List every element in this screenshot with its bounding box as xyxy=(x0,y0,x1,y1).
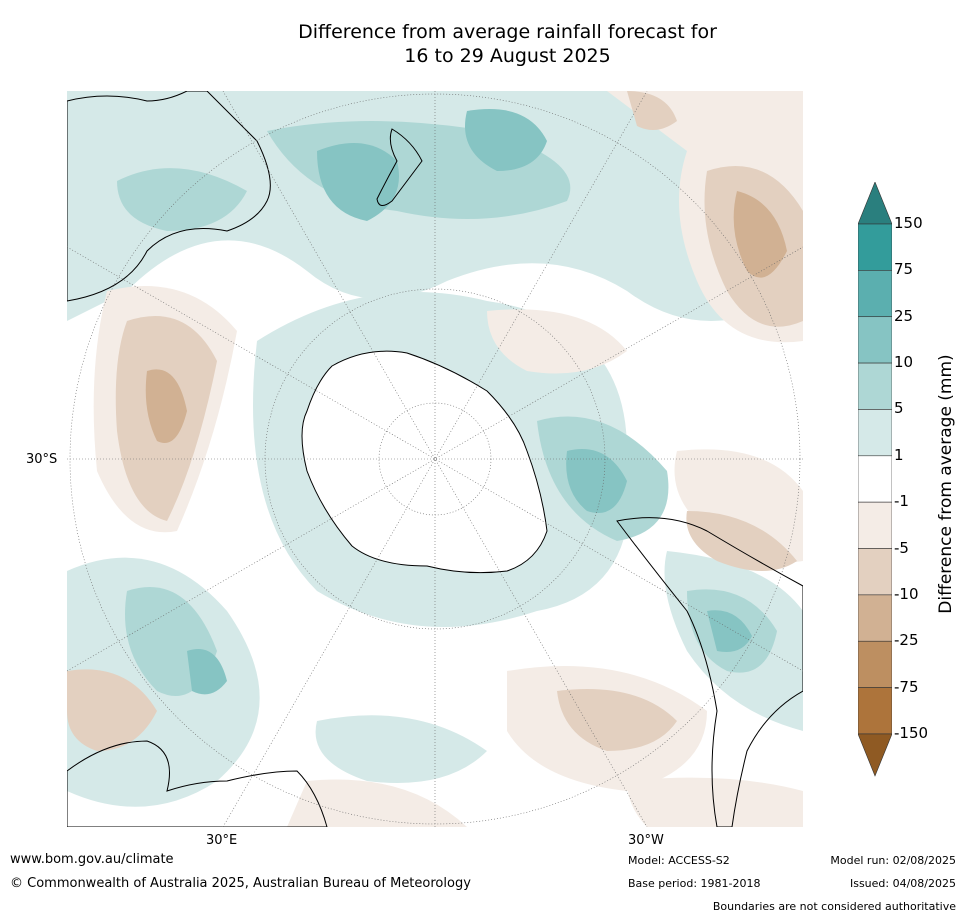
colorbar-extend-min xyxy=(857,733,893,777)
colorbar-segment xyxy=(857,501,893,549)
colorbar-segment xyxy=(857,687,893,735)
colorbar-segment xyxy=(857,270,893,318)
colorbar-title: Difference from average (mm) xyxy=(936,354,956,614)
footer-model: Model: ACCESS-S2 xyxy=(628,854,730,867)
lon-label-30e: 30°E xyxy=(206,833,238,848)
rainfall-map xyxy=(67,91,803,827)
footer-url: www.bom.gov.au/climate xyxy=(10,852,174,867)
colorbar-tick-label: -1 xyxy=(894,492,909,511)
colorbar-tick-label: -5 xyxy=(894,538,909,557)
graticule xyxy=(67,91,803,827)
colorbar-tick-label: -25 xyxy=(894,631,919,650)
colorbar-segment xyxy=(857,316,893,364)
footer-model-run: Model run: 02/08/2025 xyxy=(830,854,956,867)
colorbar-tick-label: 25 xyxy=(894,306,914,325)
south-america-outline xyxy=(616,517,803,827)
lat-label-30s: 30°S xyxy=(26,452,58,467)
map-svg xyxy=(67,91,803,827)
colorbar-svg xyxy=(857,181,893,777)
lon-label-30w: 30°W xyxy=(628,833,664,848)
colorbar-segment xyxy=(857,455,893,503)
colorbar xyxy=(857,181,893,782)
colorbar-segment xyxy=(857,640,893,688)
footer-copyright: © Commonwealth of Australia 2025, Austra… xyxy=(10,876,471,891)
colorbar-tick-label: 10 xyxy=(894,353,914,372)
colorbar-segment xyxy=(857,594,893,642)
colorbar-tick-label: 5 xyxy=(894,399,904,418)
colorbar-tick-label: 1 xyxy=(894,445,904,464)
antarctica-outline xyxy=(301,350,548,574)
australia-outline xyxy=(67,91,271,302)
footer-issued: Issued: 04/08/2025 xyxy=(849,877,956,890)
map-title: Difference from average rainfall forecas… xyxy=(298,21,717,67)
footer-disclaimer: Boundaries are not considered authoritat… xyxy=(712,900,956,913)
colorbar-tick-label: 75 xyxy=(894,260,914,279)
colorbar-segment xyxy=(857,223,893,271)
colorbar-extend-max xyxy=(857,181,893,225)
colorbar-segment xyxy=(857,409,893,457)
colorbar-segment xyxy=(857,548,893,596)
colorbar-tick-label: -10 xyxy=(894,584,919,603)
colorbar-tick-label: -75 xyxy=(894,677,919,696)
drier-than-average-regions xyxy=(67,91,803,827)
africa-outline xyxy=(67,740,328,827)
new-zealand-outline xyxy=(376,128,423,206)
colorbar-tick-label: -150 xyxy=(894,723,929,742)
colorbar-tick-label: 150 xyxy=(894,214,923,232)
footer-base-period: Base period: 1981-2018 xyxy=(628,877,761,890)
colorbar-segment xyxy=(857,362,893,410)
